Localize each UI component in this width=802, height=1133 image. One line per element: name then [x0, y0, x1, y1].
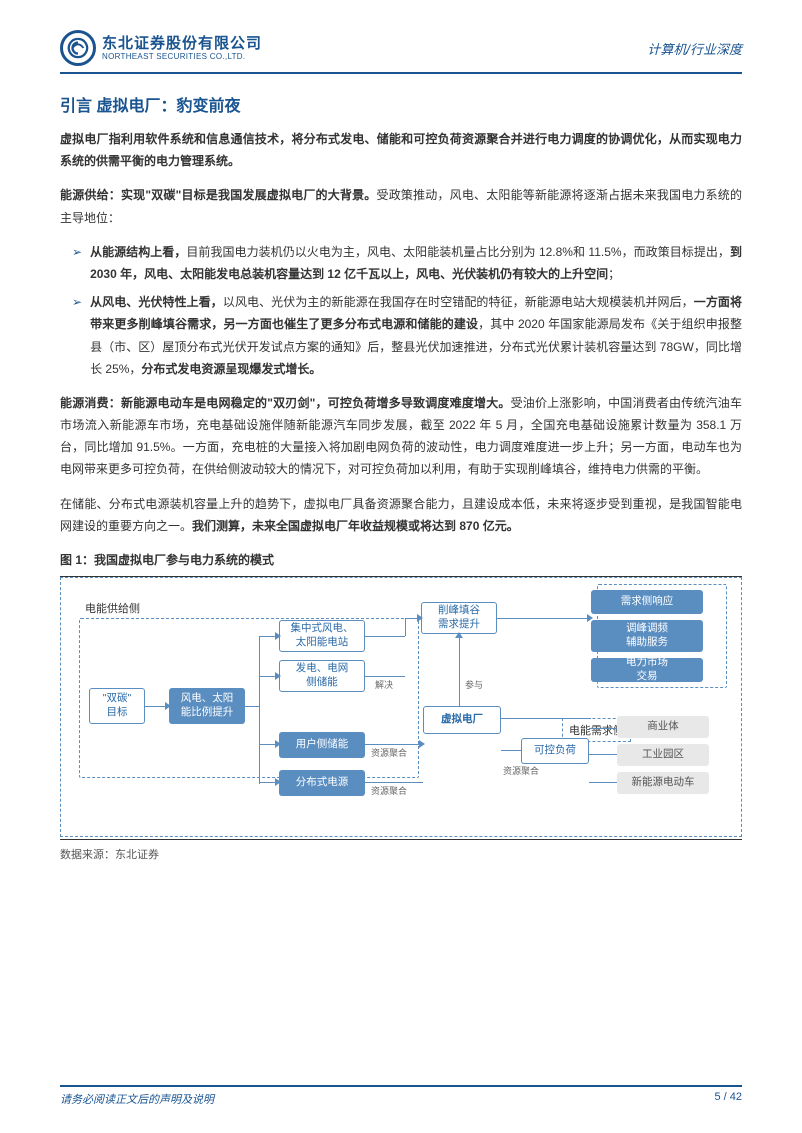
- consume-lead: 能源消费：新能源电动车是电网稳定的"双刃剑"，可控负荷增多导致调度难度增大。: [60, 396, 511, 410]
- label-join: 参与: [465, 678, 483, 691]
- header-category: 计算机/行业深度: [647, 39, 742, 58]
- node-central-station: 集中式风电、太阳能电站: [279, 620, 365, 652]
- node-market: 电力市场交易: [591, 658, 703, 682]
- logo-cn: 东北证券股份有限公司: [102, 36, 262, 51]
- node-vpp: 虚拟电厂: [423, 706, 501, 734]
- node-wind-solar-ratio: 风电、太阳能比例提升: [169, 688, 245, 724]
- node-user-storage: 用户侧储能: [279, 732, 365, 758]
- node-park: 工业园区: [617, 744, 709, 766]
- node-business: 商业体: [617, 716, 709, 738]
- node-peak-demand: 削峰填谷需求提升: [421, 602, 497, 634]
- footer-disclaimer: 请务必阅读正文后的声明及说明: [60, 1091, 214, 1107]
- node-freq-service: 调峰调频辅助服务: [591, 620, 703, 652]
- bullet-2: ➢ 从风电、光伏特性上看，以风电、光伏为主的新能源在我国存在时空错配的特征，新能…: [60, 291, 742, 380]
- company-logo-icon: [60, 30, 96, 66]
- node-dist-power: 分布式电源: [279, 770, 365, 796]
- intro-paragraph: 虚拟电厂指利用软件系统和信息通信技术，将分布式发电、储能和可控负荷资源聚合并进行…: [60, 128, 742, 172]
- label-agg1: 资源聚合: [371, 746, 407, 759]
- label-agg3: 资源聚合: [503, 764, 539, 777]
- logo-en: NORTHEAST SECURITIES CO.,LTD.: [102, 53, 262, 61]
- logo-block: 东北证券股份有限公司 NORTHEAST SECURITIES CO.,LTD.: [60, 30, 262, 66]
- consume-paragraph: 能源消费：新能源电动车是电网稳定的"双刃剑"，可控负荷增多导致调度难度增大。受油…: [60, 392, 742, 481]
- supply-paragraph: 能源供给：实现"双碳"目标是我国发展虚拟电厂的大背景。受政策推动，风电、太阳能等…: [60, 184, 742, 228]
- flowchart-diagram: 电能供给侧 电能需求侧 "双碳"目标 风电、太阳能比例提升 集中式风电、太阳能电…: [60, 577, 742, 837]
- node-dual-carbon: "双碳"目标: [89, 688, 145, 724]
- supply-lead: 能源供给：实现"双碳"目标是我国发展虚拟电厂的大背景。: [60, 188, 377, 202]
- figure-title: 图 1：我国虚拟电厂参与电力系统的模式: [60, 551, 742, 568]
- page-footer: 请务必阅读正文后的声明及说明 5 / 42: [60, 1085, 742, 1107]
- data-source: 数据来源：东北证券: [60, 846, 742, 862]
- node-load: 可控负荷: [521, 738, 589, 764]
- node-demand-response: 需求侧响应: [591, 590, 703, 614]
- bullet-marker: ➢: [72, 241, 82, 285]
- label-agg2: 资源聚合: [371, 784, 407, 797]
- bullet-marker: ➢: [72, 291, 82, 380]
- bullet-1: ➢ 从能源结构上看，目前我国电力装机仍以火电为主，风电、太阳能装机量占比分别为 …: [60, 241, 742, 285]
- bullet-list: ➢ 从能源结构上看，目前我国电力装机仍以火电为主，风电、太阳能装机量占比分别为 …: [60, 241, 742, 380]
- page-number: 5 / 42: [714, 1091, 742, 1107]
- node-gen-storage: 发电、电网侧储能: [279, 660, 365, 692]
- summary-paragraph: 在储能、分布式电源装机容量上升的趋势下，虚拟电厂具备资源聚合能力，且建设成本低，…: [60, 493, 742, 537]
- label-solve: 解决: [375, 678, 393, 691]
- supply-side-label: 电能供给侧: [85, 600, 140, 616]
- page-header: 东北证券股份有限公司 NORTHEAST SECURITIES CO.,LTD.…: [60, 30, 742, 74]
- section-title: 引言 虚拟电厂：豹变前夜: [60, 92, 742, 116]
- node-ev: 新能源电动车: [617, 772, 709, 794]
- figure-rule-bottom: [60, 839, 742, 840]
